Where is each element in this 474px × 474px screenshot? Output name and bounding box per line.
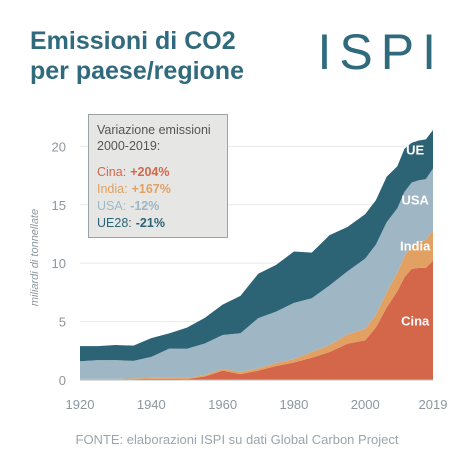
legend-row-value: -12% — [130, 199, 160, 213]
x-tick-label: 1920 — [66, 397, 95, 412]
area-ue — [80, 130, 433, 362]
legend-row: India: +167% — [97, 181, 219, 198]
area-usa — [80, 168, 433, 379]
legend-row-name: India: — [97, 182, 128, 196]
area-india — [80, 230, 433, 380]
chart-title-line2: per paese/regione — [30, 57, 244, 85]
legend-row: USA: -12% — [97, 198, 219, 215]
y-tick-label: 15 — [52, 198, 66, 213]
axes: 0 5 10 15 20 1920 1940 1960 1980 2000 2019 miliardi… — [29, 139, 447, 412]
legend-row-value: +204% — [130, 165, 170, 179]
x-tick-label: 2000 — [351, 397, 380, 412]
x-tick-label: 1960 — [208, 397, 237, 412]
chart-title: Emissioni di CO2 per paese/regione — [30, 26, 244, 86]
legend-row: UE28: -21% — [97, 215, 219, 232]
y-tick-label: 5 — [59, 315, 66, 330]
legend-row-name: UE28: — [97, 216, 132, 230]
series-labels: UE USA India Cina — [400, 142, 431, 328]
legend-row: Cina: +204% — [97, 164, 219, 181]
y-tick-label: 10 — [52, 256, 66, 271]
y-tick-label: 0 — [59, 373, 66, 388]
x-tick-label: 1980 — [279, 397, 308, 412]
ispi-logo: ISPI — [317, 24, 444, 80]
chart-title-line1: Emissioni di CO2 — [30, 27, 236, 55]
legend-title-line2: 2000-2019: — [97, 139, 161, 153]
legend-title-line1: Variazione emissioni — [97, 123, 211, 137]
x-tick-label: 1940 — [137, 397, 166, 412]
y-axis-label: miliardi di tonnellate — [29, 209, 41, 306]
y-tick-label: 20 — [52, 139, 66, 154]
legend-rows: Cina: +204% India: +167% USA: -12% UE28: -21% — [97, 164, 219, 232]
legend-row-name: Cina: — [97, 165, 127, 179]
series-label: Cina — [401, 313, 430, 328]
area-series — [80, 130, 433, 380]
legend-row-name: USA: — [97, 199, 127, 213]
area-cina — [80, 260, 433, 380]
source-note: FONTE: elaborazioni ISPI su dati Global … — [75, 432, 399, 447]
series-label: India — [400, 239, 431, 254]
series-label: UE — [406, 142, 424, 157]
legend-box: Variazione emissioni 2000-2019: Cina: +20… — [88, 114, 228, 238]
series-label: USA — [401, 193, 429, 208]
legend-row-value: -21% — [135, 216, 165, 230]
x-tick-label: 2019 — [419, 397, 448, 412]
legend-title: Variazione emissioni 2000-2019: — [97, 122, 219, 154]
legend-row-value: +167% — [131, 182, 171, 196]
